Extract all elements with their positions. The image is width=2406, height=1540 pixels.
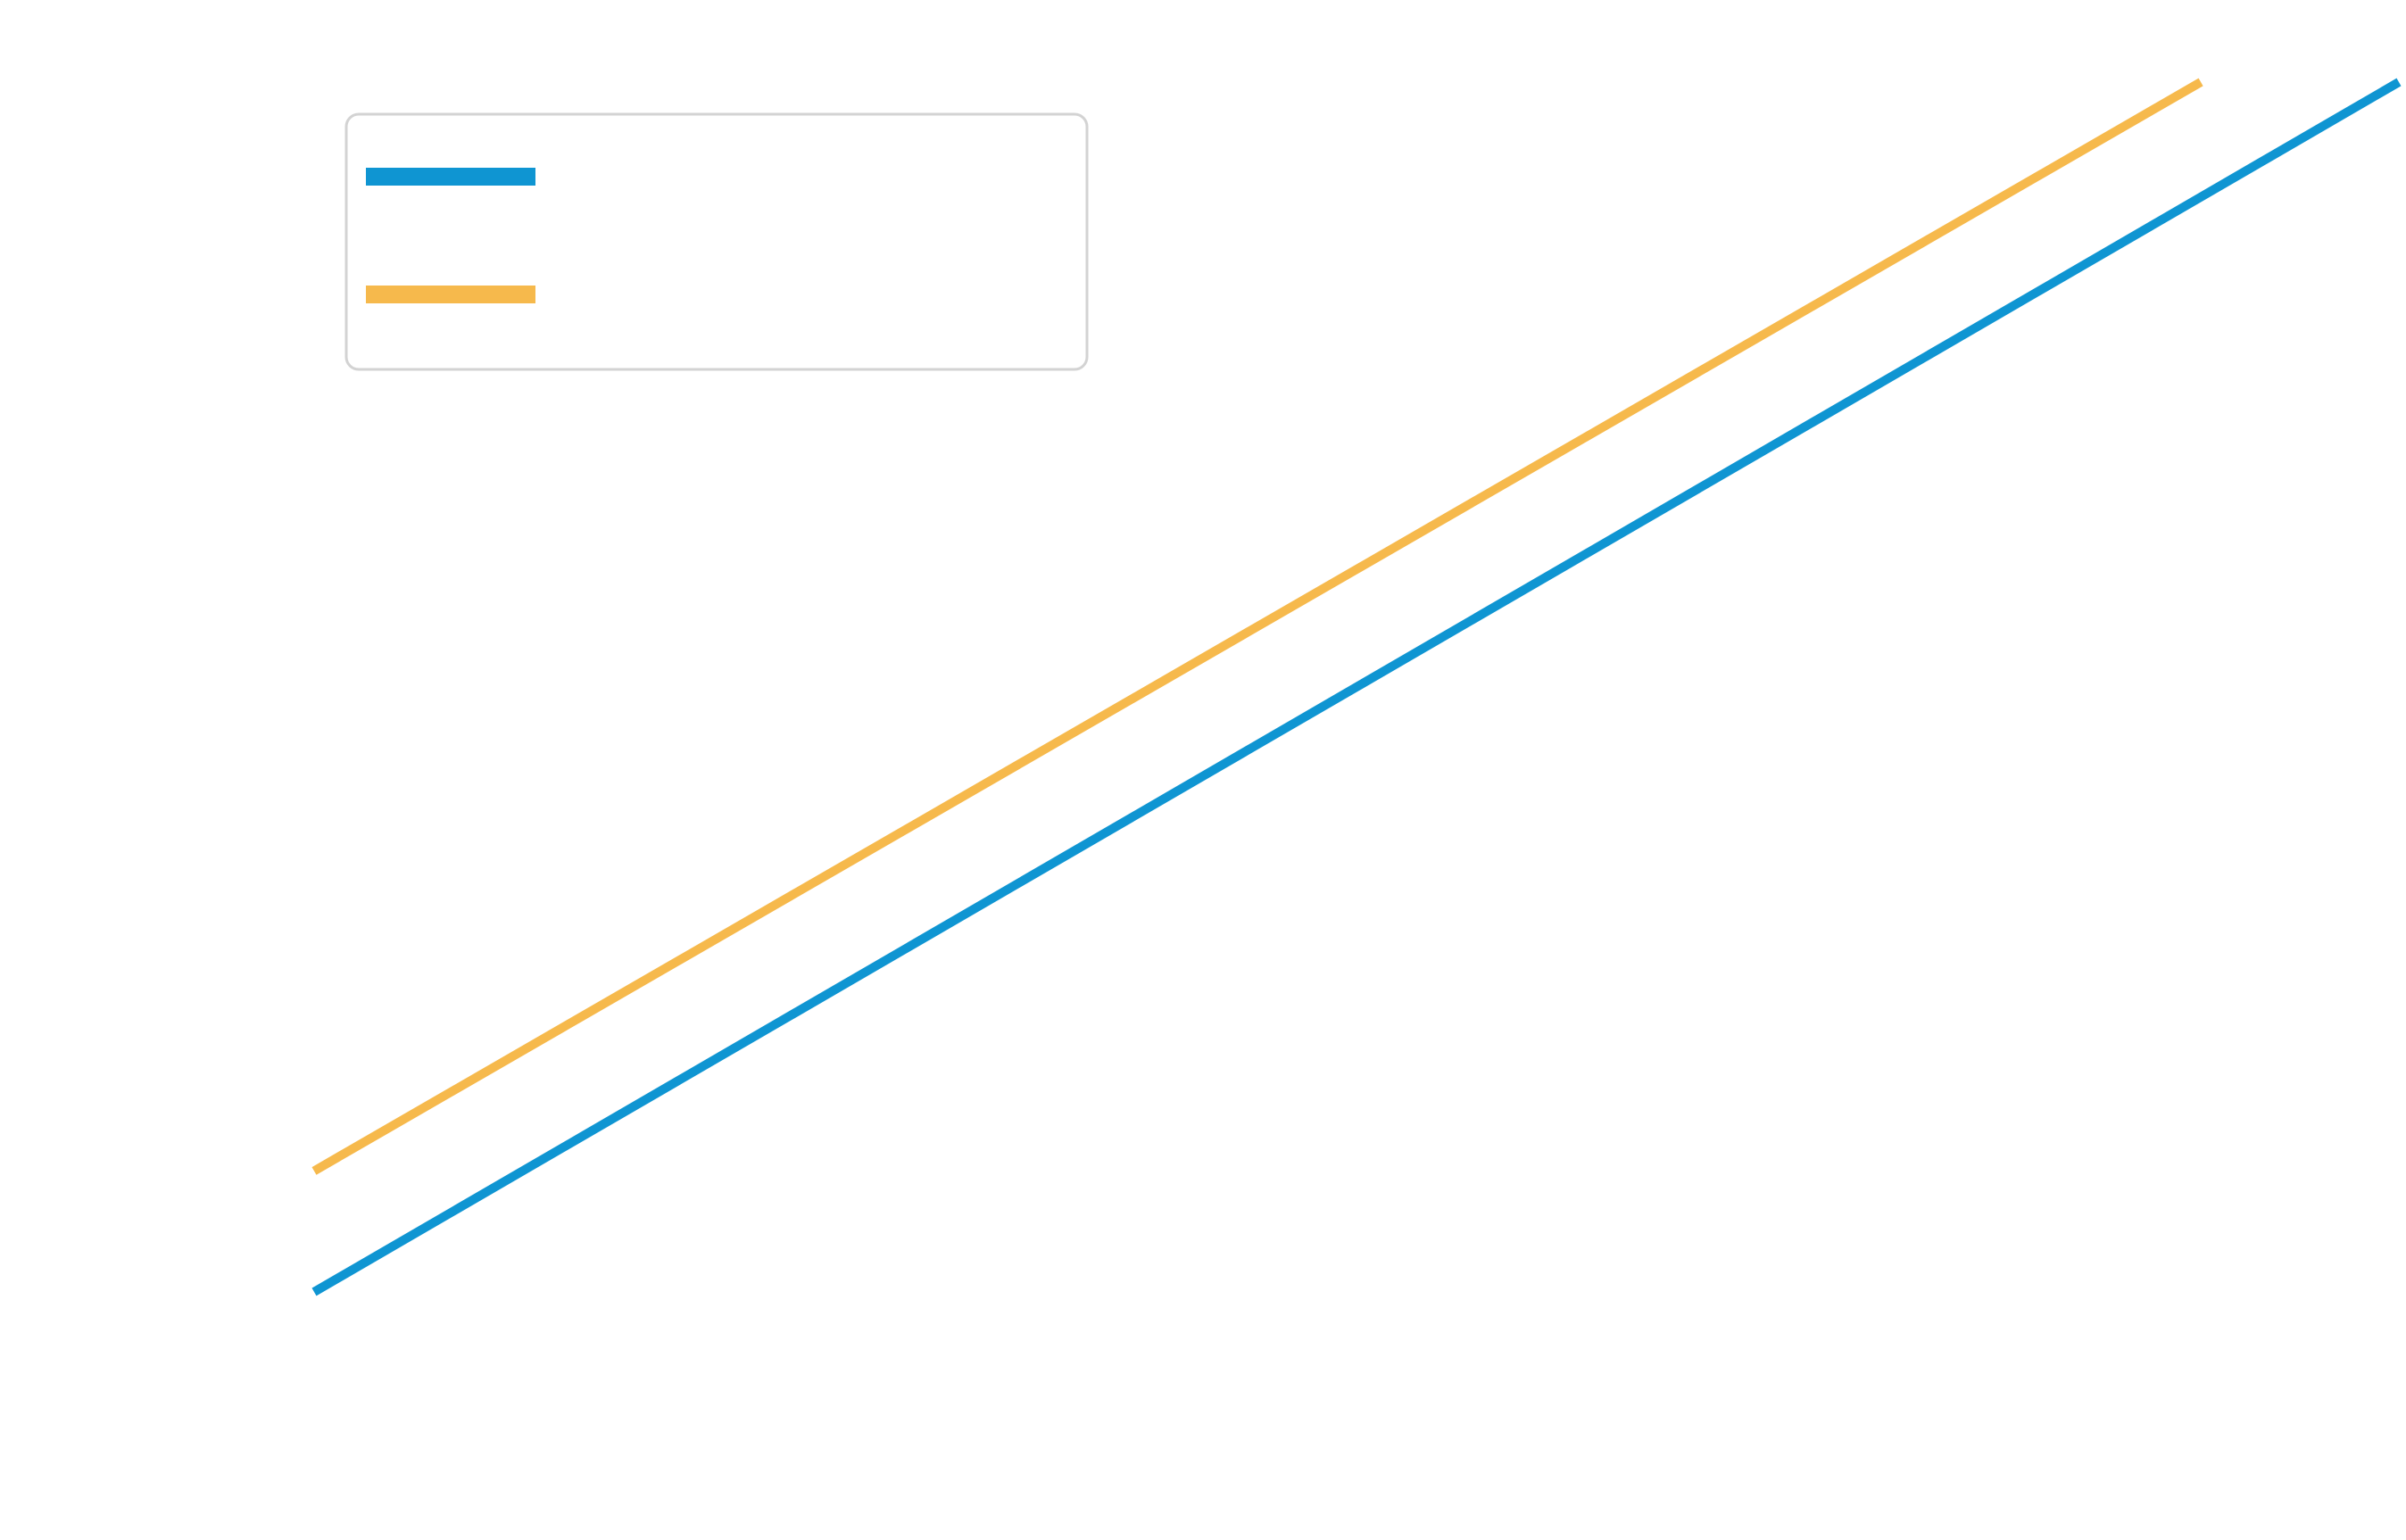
legend-swatch-2 — [366, 286, 535, 303]
legend — [344, 112, 1089, 371]
series-line-2 — [311, 78, 2203, 1175]
series-line-1 — [311, 78, 2402, 1296]
legend-swatch-1 — [366, 168, 535, 186]
legend-box — [344, 112, 1089, 371]
plot-area — [311, 78, 2402, 1296]
